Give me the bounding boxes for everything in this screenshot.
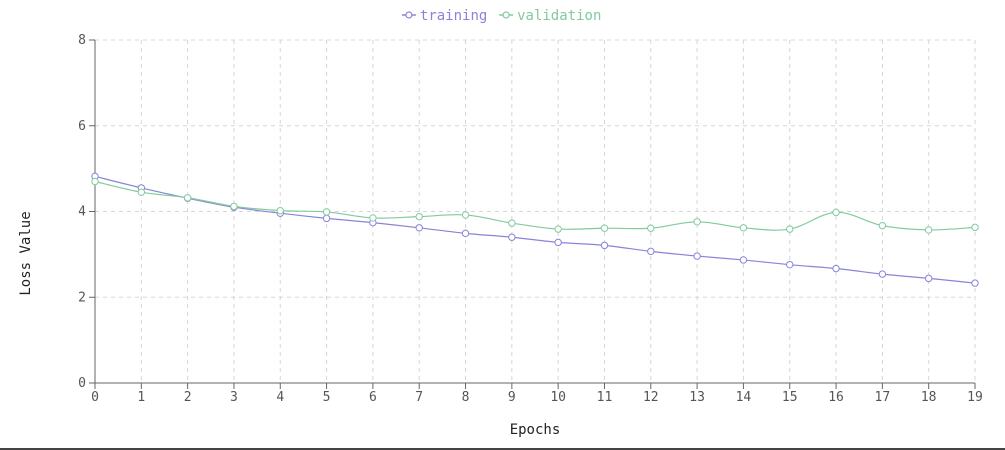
x-tick-label: 1 <box>137 390 145 405</box>
data-point-validation[interactable] <box>554 225 562 233</box>
data-point-training[interactable] <box>693 252 701 260</box>
data-point-training[interactable] <box>739 256 748 264</box>
bottom-border <box>0 448 1005 450</box>
data-point-training[interactable] <box>415 224 423 232</box>
y-tick-label: 0 <box>78 376 86 391</box>
data-point-training[interactable] <box>971 279 979 287</box>
x-tick-label: 19 <box>967 390 983 405</box>
x-tick-label: 10 <box>550 390 566 405</box>
legend-marker-icon <box>405 11 413 19</box>
x-tick-label: 7 <box>415 390 423 405</box>
chart-grid <box>95 39 976 383</box>
x-tick-label: 3 <box>230 390 238 405</box>
x-tick-label: 8 <box>462 390 470 405</box>
data-point-training[interactable] <box>832 264 840 273</box>
data-point-training[interactable] <box>600 241 609 250</box>
data-point-training[interactable] <box>786 260 794 269</box>
data-point-validation[interactable] <box>183 194 192 202</box>
x-tick-label: 9 <box>508 390 516 405</box>
x-tick-label: 15 <box>782 390 798 405</box>
data-point-training[interactable] <box>647 247 655 256</box>
data-point-validation[interactable] <box>971 223 979 232</box>
y-tick-label: 8 <box>78 33 86 48</box>
data-point-validation[interactable] <box>693 218 701 226</box>
x-tick-label: 18 <box>921 390 937 405</box>
data-point-training[interactable] <box>878 270 887 278</box>
data-point-validation[interactable] <box>91 177 99 186</box>
x-tick-label: 11 <box>597 390 613 405</box>
x-tick-label: 17 <box>875 390 891 405</box>
x-tick-label: 0 <box>91 390 99 405</box>
y-axis-title: Loss Value <box>18 211 34 295</box>
legend-item-validation[interactable]: validation <box>499 8 601 24</box>
x-tick-label: 5 <box>323 390 331 405</box>
legend-label: training <box>420 8 487 24</box>
data-point-validation[interactable] <box>832 208 840 217</box>
data-point-validation[interactable] <box>924 226 933 234</box>
data-point-training[interactable] <box>508 233 516 241</box>
data-point-validation[interactable] <box>508 219 516 227</box>
data-point-validation[interactable] <box>878 221 887 230</box>
x-tick-label: 13 <box>689 390 705 405</box>
data-point-validation[interactable] <box>322 208 331 216</box>
chart-series <box>91 172 979 287</box>
data-point-training[interactable] <box>461 229 470 238</box>
data-point-validation[interactable] <box>137 188 146 196</box>
data-point-validation[interactable] <box>230 202 238 211</box>
x-tick-label: 12 <box>643 390 659 405</box>
y-tick-label: 4 <box>78 205 86 220</box>
data-point-validation[interactable] <box>276 206 284 215</box>
y-tick-label: 2 <box>78 290 86 305</box>
series-line-training <box>94 175 976 284</box>
data-point-validation[interactable] <box>739 224 748 232</box>
data-point-training[interactable] <box>322 214 331 223</box>
y-tick-label: 6 <box>78 119 86 134</box>
data-point-validation[interactable] <box>369 214 377 222</box>
legend-marker-icon <box>502 11 510 19</box>
legend-item-training[interactable]: training <box>401 8 487 24</box>
chart-legend[interactable]: training validation <box>401 8 601 24</box>
series-line-validation <box>94 180 976 231</box>
x-tick-label: 2 <box>184 390 192 405</box>
data-point-validation[interactable] <box>647 224 655 232</box>
x-tick-label: 14 <box>736 390 752 405</box>
data-point-validation[interactable] <box>600 224 609 232</box>
data-point-validation[interactable] <box>415 212 423 221</box>
legend-label: validation <box>517 8 601 24</box>
data-point-training[interactable] <box>924 274 933 283</box>
data-point-validation[interactable] <box>786 225 794 233</box>
x-tick-label: 4 <box>276 390 284 405</box>
x-tick-label: 6 <box>369 390 377 405</box>
x-axis-title: Epochs <box>510 422 561 438</box>
data-point-validation[interactable] <box>461 211 470 219</box>
x-tick-label: 16 <box>828 390 844 405</box>
data-point-training[interactable] <box>554 238 562 247</box>
